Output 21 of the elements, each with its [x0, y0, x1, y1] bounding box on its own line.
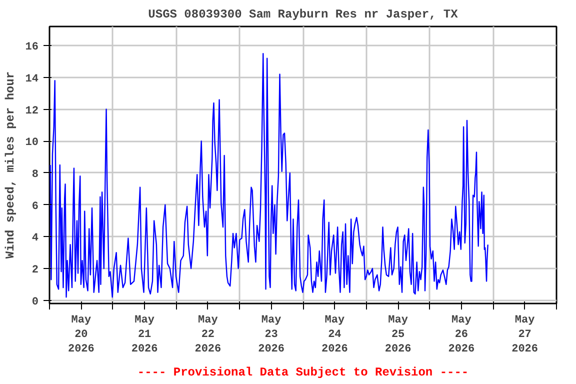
y-tick-label: 6 — [32, 200, 39, 213]
text: ---- Provisional Data Subject to Revision ---- — [137, 366, 469, 380]
chart-title: USGS 08039300 Sam Rayburn Res nr Jasper, TX — [148, 8, 459, 22]
x-tick-label: May 22 2026 — [194, 314, 222, 356]
x-tick-label: May 24 2026 — [321, 314, 348, 356]
y-tick-label: 8 — [32, 168, 39, 181]
x-tick-label: May 23 2026 — [258, 314, 285, 356]
y-tick-label: 2 — [32, 264, 39, 276]
y-tick-label: 12 — [25, 105, 38, 118]
y-tick-label: 16 — [25, 42, 38, 54]
y-axis-title: Wind speed, miles per hour — [3, 71, 18, 259]
x-tick-label: May 20 2026 — [68, 314, 94, 356]
x-tick-label: May 27 2026 — [512, 314, 538, 356]
y-tick-label: 4 — [32, 232, 39, 245]
x-tick-label: May 21 2026 — [131, 314, 158, 356]
line-series — [50, 52, 488, 298]
x-tick-label: May 25 2026 — [384, 314, 412, 356]
x-tick-label: May 26 2026 — [448, 314, 475, 356]
y-tick-label: 0 — [32, 296, 39, 308]
y-tick-label: 10 — [25, 137, 38, 150]
y-tick-label: 14 — [25, 73, 39, 86]
